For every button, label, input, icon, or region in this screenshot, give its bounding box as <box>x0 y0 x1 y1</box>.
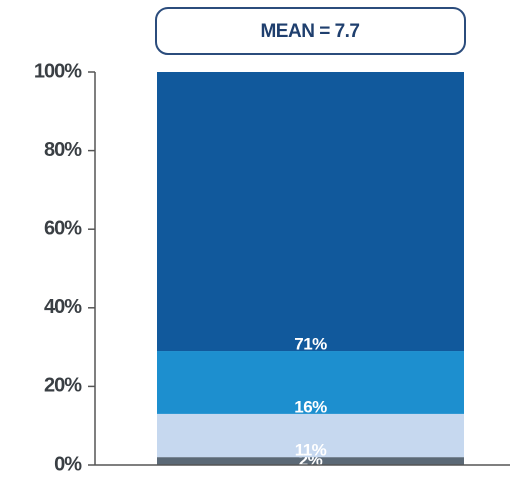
bar-segment <box>157 413 464 458</box>
value-label: 11% <box>295 441 327 460</box>
bar-segment <box>157 457 464 465</box>
value-label: 16% <box>294 397 327 416</box>
bar-segment <box>157 351 464 414</box>
y-tick-label: 20% <box>44 375 82 397</box>
y-tick-label: 0% <box>54 453 82 475</box>
y-tick-label: 60% <box>44 217 82 239</box>
y-tick-label: 40% <box>44 296 82 318</box>
value-label: 71% <box>294 335 327 354</box>
bar-segment <box>157 72 464 352</box>
annotation: MEAN = 7.7 <box>260 21 359 42</box>
annotation-box <box>155 7 466 55</box>
y-tick-label: 100% <box>34 60 82 82</box>
y-tick-label: 80% <box>44 139 82 161</box>
